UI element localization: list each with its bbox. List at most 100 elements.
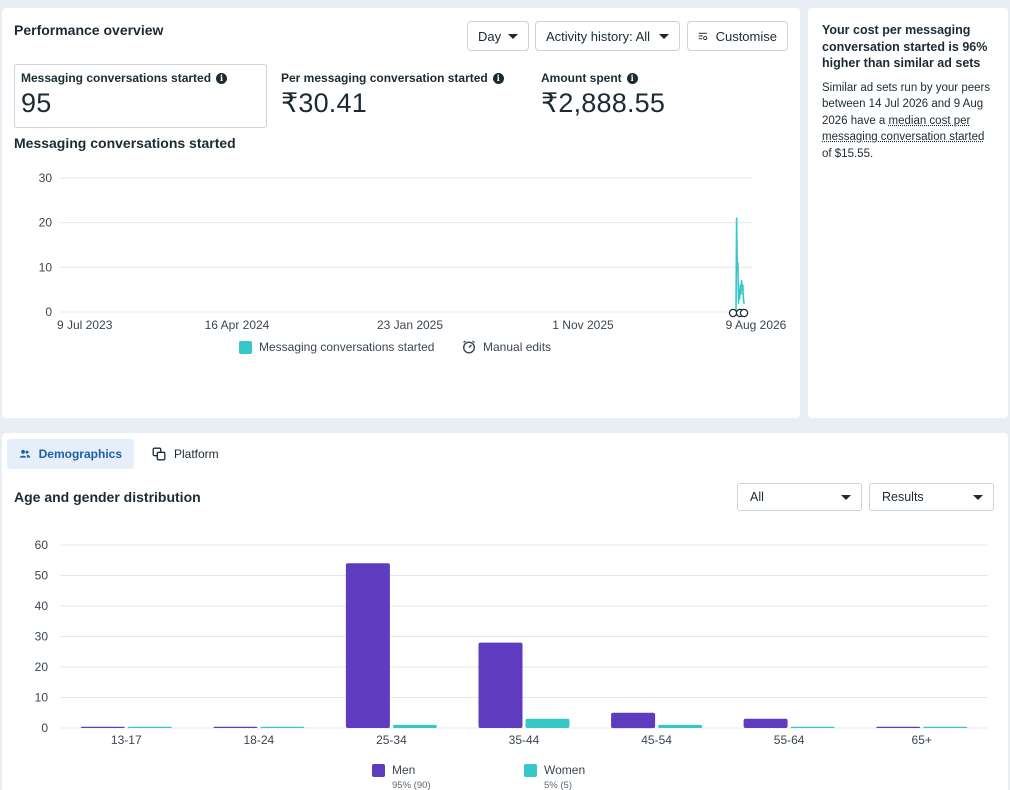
x-tick-label: 35-44 <box>509 733 540 747</box>
x-tick-label: 45-54 <box>641 733 672 747</box>
data-point <box>741 284 744 286</box>
bar-chart: 0 10 20 30 40 50 60 13-17 18-24 25-34 35-44 45-54 55… <box>35 538 988 747</box>
y-tick-label: 10 <box>39 260 53 274</box>
legend-item-manual-edits[interactable]: Manual edits <box>462 340 551 354</box>
day-dropdown[interactable]: Day <box>467 21 529 51</box>
age-gender-title: Age and gender distribution <box>14 489 201 505</box>
x-tick-label: 1 Nov 2025 <box>552 318 614 332</box>
manual-edit-marker[interactable] <box>728 308 738 318</box>
caret-down-icon <box>508 33 518 39</box>
data-point <box>738 297 741 300</box>
legend-label-manual-edits: Manual edits <box>483 340 552 354</box>
y-tick-label: 0 <box>41 721 48 735</box>
metric-cost-value: ₹30.41 <box>281 88 367 118</box>
tab-demographics-label: Demographics <box>38 447 122 461</box>
y-tick-label: 0 <box>45 305 52 319</box>
data-point <box>735 217 738 219</box>
tab-demographics[interactable]: Demographics <box>7 439 134 469</box>
info-icon[interactable]: i <box>492 72 504 84</box>
bar-women-65+ <box>923 726 968 728</box>
data-point <box>737 302 740 304</box>
y-tick-label: 30 <box>35 630 49 644</box>
gender-filter-label: All <box>750 490 764 504</box>
x-tick-label: 9 Aug 2026 <box>726 318 787 332</box>
y-tick-label: 60 <box>35 538 49 552</box>
legend-sub-men: 95% (90) <box>392 780 431 790</box>
bar-men-35-44 <box>478 642 523 728</box>
x-tick-label: 23 Jan 2025 <box>377 318 443 332</box>
legend-item-conversations[interactable]: Messaging conversations started <box>239 340 434 354</box>
metric-amount-value: ₹2,888.55 <box>541 88 666 118</box>
legend-label-men: Men <box>392 763 416 777</box>
metric-cost-per-conversation[interactable]: Per messaging conversation started i ₹30.… <box>281 71 521 119</box>
y-tick-label: 10 <box>35 691 49 705</box>
benchmark-tip-panel: Your cost per messaging conversation sta… <box>808 8 1008 418</box>
legend-swatch-men <box>372 764 385 777</box>
caret-down-icon <box>659 33 669 39</box>
customise-icon <box>698 32 708 41</box>
bar-men-55-64 <box>743 718 788 728</box>
line-chart: 0 10 20 30 9 Jul 2023 16 Apr 2024 23 Jan 2025 1… <box>39 171 787 332</box>
legend-item-men[interactable]: Men 95% (90) <box>372 763 431 790</box>
legend-label-women: Women <box>544 763 586 777</box>
line-chart-title: Messaging conversations started <box>14 135 236 151</box>
bar-women-13-17 <box>127 726 172 728</box>
data-point <box>738 288 740 291</box>
data-point <box>740 293 742 295</box>
bar-women-25-34 <box>392 724 437 728</box>
customise-label: Customise <box>715 28 777 44</box>
metric-conversations-label: Messaging conversations started <box>21 71 212 85</box>
tip-median-link[interactable]: median cost per messaging conversation s… <box>822 114 985 144</box>
x-tick-label: 55-64 <box>774 733 805 747</box>
data-point <box>740 279 743 282</box>
activity-history-dropdown[interactable]: Activity history: All <box>535 21 680 51</box>
x-tick-label: 9 Jul 2023 <box>57 318 113 332</box>
bar-men-65+ <box>876 726 921 728</box>
data-point <box>742 297 745 300</box>
x-tick-label: 25-34 <box>376 733 407 747</box>
performance-title: Performance overview <box>14 22 164 38</box>
data-point <box>739 284 742 286</box>
y-tick-label: 50 <box>35 569 49 583</box>
tip-title: Your cost per messaging conversation sta… <box>822 23 988 70</box>
metric-conversations[interactable]: Messaging conversations started i 95 <box>14 64 267 128</box>
tip-body-end: of $15.55. <box>822 147 874 160</box>
x-tick-label: 13-17 <box>111 733 142 747</box>
tip-body: Similar ad sets run by your peers betwee… <box>822 80 994 163</box>
metric-filter-label: Results <box>882 490 924 504</box>
y-tick-label: 20 <box>35 660 49 674</box>
metric-cost-label: Per messaging conversation started <box>281 71 488 85</box>
data-point <box>736 271 739 273</box>
legend-swatch-women <box>524 764 537 777</box>
metric-filter-dropdown[interactable]: Results <box>869 483 994 511</box>
y-tick-label: 20 <box>39 216 53 230</box>
day-dropdown-label: Day <box>478 28 502 44</box>
bar-men-13-17 <box>80 726 125 728</box>
copy-icon <box>152 447 166 461</box>
bar-women-55-64 <box>790 726 835 728</box>
caret-down-icon <box>973 494 983 500</box>
customise-button[interactable]: Customise <box>687 21 788 51</box>
gender-filter-dropdown[interactable]: All <box>737 483 862 511</box>
info-icon[interactable]: i <box>216 72 228 84</box>
tab-platform[interactable]: Platform <box>140 439 240 469</box>
tab-platform-label: Platform <box>174 447 219 461</box>
activity-history-label: Activity history: All <box>546 28 651 44</box>
data-point <box>741 288 743 291</box>
x-tick-label: 18-24 <box>244 733 275 747</box>
metric-amount-spent[interactable]: Amount spent i ₹2,888.55 <box>541 71 741 119</box>
x-tick-label: 16 Apr 2024 <box>205 318 270 332</box>
people-icon <box>19 449 31 458</box>
manual-edit-marker[interactable] <box>739 308 749 318</box>
demographics-panel: Demographics Platform Age and gender dis… <box>2 433 1008 790</box>
bar-women-35-44 <box>525 718 570 728</box>
legend-item-women[interactable]: Women 5% (5) <box>524 763 585 790</box>
data-point <box>743 302 745 304</box>
y-tick-label: 40 <box>35 599 49 613</box>
info-icon[interactable]: i <box>626 72 638 84</box>
caret-down-icon <box>841 494 851 500</box>
legend-swatch-conversations <box>239 340 252 354</box>
legend-label-conversations: Messaging conversations started <box>259 340 435 354</box>
bar-men-25-34 <box>345 563 390 728</box>
manual-edit-marker-icon <box>728 308 749 318</box>
